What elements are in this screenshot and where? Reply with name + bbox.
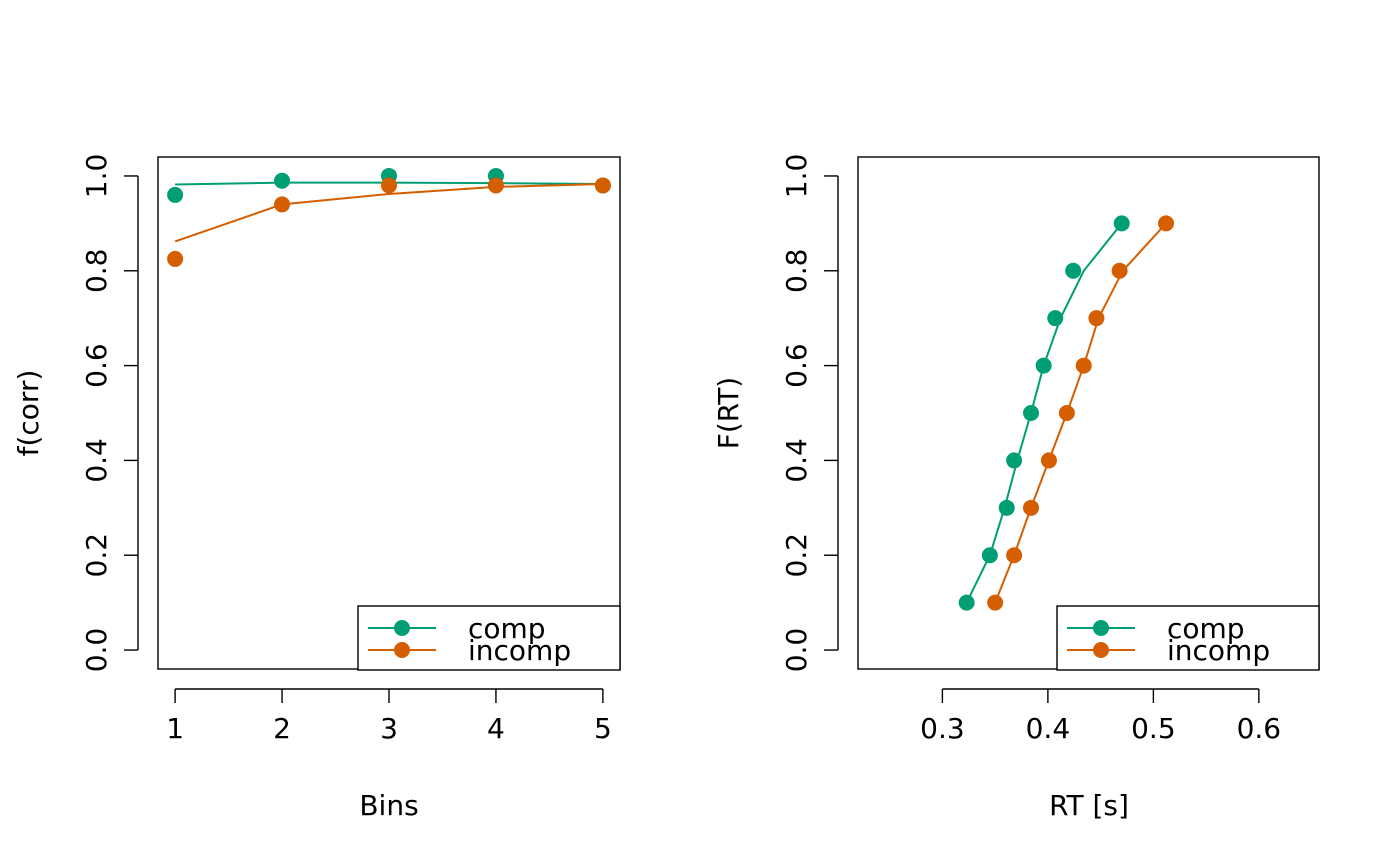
panel-bins-fcorr: 1 2 3 4 5 0.0 0.2 0.4 0.6 0.8 1.0 Bins f(corr) compin… (12, 154, 621, 822)
data-point-incomp (594, 177, 611, 194)
legend-marker-incomp (1093, 642, 1109, 658)
x-tick-label: 0.3 (920, 712, 965, 745)
series-line-comp (965, 222, 1123, 604)
data-point-comp (958, 594, 975, 611)
data-point-comp (1113, 215, 1130, 232)
legend-marker-comp (394, 620, 410, 636)
legend-label-comp: comp (1167, 612, 1245, 645)
data-point-incomp (167, 250, 184, 267)
y-tick-label: 0.4 (80, 438, 113, 483)
x-axis-title: RT [s] (1049, 789, 1129, 822)
data-point-incomp (1006, 547, 1023, 564)
series-incomp (167, 177, 611, 267)
series-comp (958, 215, 1130, 611)
data-point-comp (167, 186, 184, 203)
y-tick-label: 0.4 (780, 438, 813, 483)
x-tick-label: 1 (166, 712, 184, 745)
data-point-incomp (274, 196, 291, 213)
legend-label-comp: comp (468, 612, 546, 645)
y-axis-title: f(corr) (12, 370, 45, 457)
x-tick-label: 4 (487, 712, 505, 745)
data-point-incomp (381, 177, 397, 194)
data-point-incomp (1111, 262, 1128, 279)
x-axis-title: Bins (359, 789, 418, 822)
plot-frame (157, 156, 621, 670)
y-tick-label: 0.0 (780, 628, 813, 673)
data-point-incomp (1088, 310, 1105, 327)
x-tick-label: 3 (380, 712, 398, 745)
x-tick-label: 2 (273, 712, 291, 745)
y-tick-label: 0.6 (80, 343, 113, 388)
x-tick-label: 5 (594, 712, 612, 745)
data-point-incomp (1040, 452, 1057, 469)
panel-rt-cdf: 0.3 0.4 0.5 0.6 0.0 0.2 0.4 0.6 0.8 1.0 RT [s] F(RT… (712, 154, 1320, 822)
data-point-incomp (1158, 215, 1175, 232)
data-point-incomp (487, 177, 504, 194)
y-tick-label: 0.0 (80, 628, 113, 673)
y-tick-label: 0.8 (80, 249, 113, 294)
legend-marker-comp (1093, 620, 1109, 636)
y-tick-label: 0.2 (780, 533, 813, 578)
data-point-comp (998, 499, 1015, 516)
legend-box (357, 605, 621, 671)
data-point-comp (1023, 405, 1040, 421)
data-point-comp (1065, 262, 1082, 279)
series-line-incomp (174, 183, 603, 243)
legend-marker-incomp (394, 642, 410, 658)
y-tick-label: 0.2 (80, 533, 113, 578)
legend-label-incomp: incomp (1167, 634, 1270, 667)
data-point-comp (1006, 452, 1023, 469)
data-point-comp (981, 547, 998, 564)
data-point-incomp (1023, 499, 1040, 516)
data-point-incomp (1075, 357, 1092, 374)
x-tick-label: 0.5 (1131, 712, 1176, 745)
y-axis-title: F(RT) (712, 377, 745, 449)
plot-frame (857, 156, 1320, 670)
data-point-comp (1047, 310, 1064, 327)
y-tick-label: 0.8 (780, 249, 813, 294)
data-point-comp (274, 172, 291, 189)
y-tick-label: 1.0 (780, 154, 813, 199)
data-point-incomp (1058, 405, 1075, 421)
legend-label-incomp: incomp (468, 634, 571, 667)
y-tick-label: 0.6 (780, 343, 813, 388)
data-point-comp (1035, 357, 1052, 374)
series-incomp (987, 215, 1175, 611)
legend-box (1056, 605, 1320, 671)
x-tick-label: 0.6 (1237, 712, 1282, 745)
data-point-incomp (987, 594, 1004, 611)
y-tick-label: 1.0 (80, 154, 113, 199)
series-line-incomp (994, 222, 1167, 603)
x-tick-label: 0.4 (1026, 712, 1071, 745)
